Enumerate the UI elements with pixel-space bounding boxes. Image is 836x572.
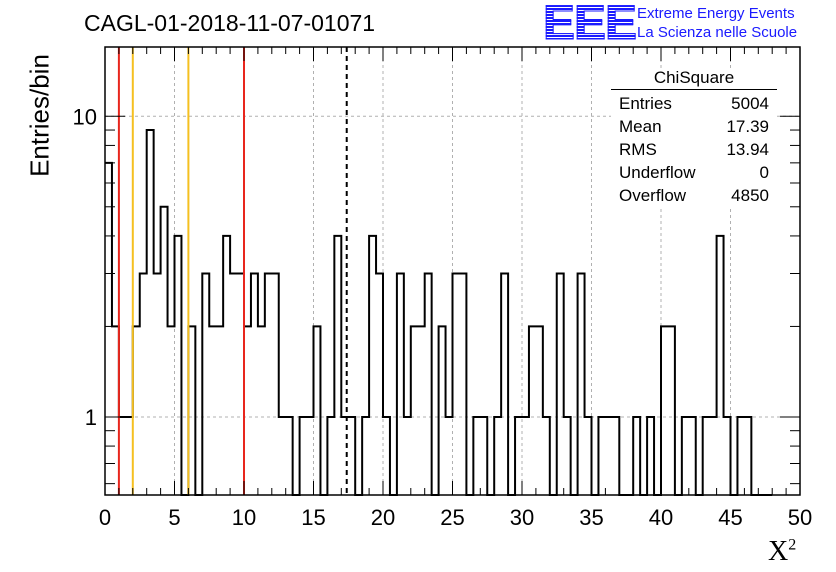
stats-row: Mean 17.39 — [611, 115, 777, 138]
stats-label: Entries — [619, 94, 672, 113]
x-tick-label: 45 — [718, 505, 742, 530]
reference-lines — [117, 47, 348, 495]
stats-value: 13.94 — [726, 140, 769, 159]
eee-logo-text: Extreme Energy Events La Scienza nelle S… — [637, 4, 797, 42]
histogram-bars — [105, 129, 773, 496]
stats-label: Mean — [619, 117, 662, 136]
stats-label: RMS — [619, 140, 657, 159]
x-axis-label-text: X2 — [768, 536, 797, 567]
eee-logo-mark: EEE — [542, 0, 637, 50]
y-tick-label: 1 — [85, 405, 97, 430]
x-tick-label: 30 — [510, 505, 534, 530]
logo-line-1: Extreme Energy Events — [637, 5, 795, 22]
x-tick-label: 15 — [301, 505, 325, 530]
stats-row: Underflow 0 — [611, 161, 777, 184]
x-tick-label: 10 — [232, 505, 256, 530]
stats-box: ChiSquare Entries 5004 Mean 17.39 RMS 13.94… — [611, 68, 777, 207]
stats-value: 17.39 — [726, 117, 769, 136]
x-tick-label: 5 — [168, 505, 180, 530]
stats-row: RMS 13.94 — [611, 138, 777, 161]
x-tick-label: 40 — [649, 505, 673, 530]
y-tick-label: 10 — [73, 104, 97, 129]
logo-line-2: La Scienza nelle Scuole — [637, 24, 798, 41]
chart-title: CAGL-01-2018-11-07-01071 — [84, 10, 376, 36]
axis-ticks — [104, 47, 801, 495]
stats-row: Entries 5004 — [611, 92, 777, 115]
y-axis-label: Entries/bin — [24, 54, 55, 177]
stats-title: ChiSquare — [611, 68, 777, 90]
stats-value: 5004 — [731, 94, 769, 113]
x-tick-label: 20 — [371, 505, 395, 530]
x-axis-label: X2 — [768, 536, 796, 568]
x-tick-label: 25 — [440, 505, 464, 530]
x-tick-label: 35 — [579, 505, 603, 530]
stats-label: Underflow — [619, 163, 696, 182]
stats-label: Overflow — [619, 186, 687, 205]
histogram-outline — [105, 129, 773, 496]
tick-labels: 0 5 10 15 20 25 30 35 40 45 50 1 10 — [73, 104, 813, 530]
x-tick-label: 50 — [788, 505, 812, 530]
stats-row: Overflow 4850 — [611, 184, 777, 207]
x-axis-label-superscript: 2 — [788, 536, 797, 554]
stats-value: 4850 — [731, 186, 769, 205]
x-tick-label: 0 — [99, 505, 111, 530]
stats-value: 0 — [759, 163, 769, 182]
